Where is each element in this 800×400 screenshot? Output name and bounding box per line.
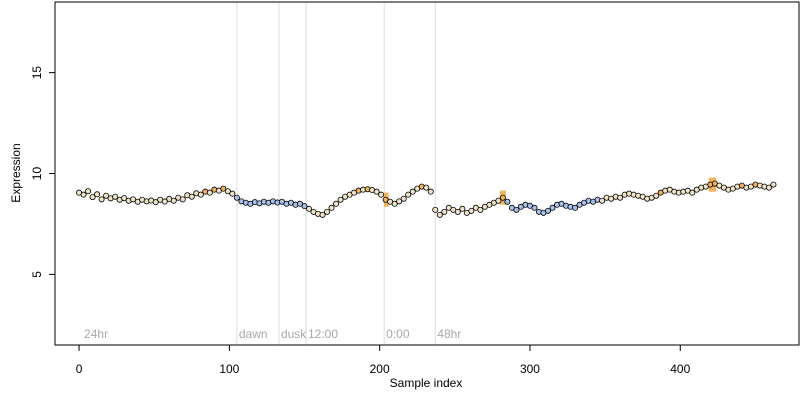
x-axis-title: Sample index: [390, 376, 463, 390]
data-point: [504, 198, 511, 205]
data-point: [513, 206, 520, 213]
data-point: [220, 185, 227, 192]
data-point: [152, 199, 159, 206]
data-point: [405, 191, 412, 198]
data-point: [89, 194, 96, 201]
data-point: [98, 196, 105, 203]
annotation-label: 12:00: [308, 327, 338, 341]
data-point: [328, 204, 335, 211]
data-point: [409, 188, 416, 195]
x-tick-label: 0: [76, 362, 83, 376]
data-point: [170, 197, 177, 204]
data-points: [76, 180, 777, 218]
y-tick-label: 10: [30, 167, 44, 181]
data-point: [499, 194, 506, 201]
data-point: [400, 195, 407, 202]
data-point: [197, 191, 204, 198]
data-point: [765, 184, 772, 191]
data-point: [188, 193, 195, 200]
data-point: [296, 200, 303, 207]
data-point: [324, 208, 331, 215]
annotation-label: dawn: [239, 327, 268, 341]
x-tick-label: 200: [370, 362, 390, 376]
data-point: [130, 196, 137, 203]
data-point: [436, 211, 443, 218]
annotation-lines: [236, 2, 436, 345]
y-tick-label: 15: [30, 66, 44, 80]
data-point: [572, 204, 579, 211]
data-point: [495, 197, 502, 204]
data-point: [617, 194, 624, 201]
data-point: [432, 206, 439, 213]
data-point: [653, 192, 660, 199]
x-axis: 0 100 200 300 400: [76, 344, 691, 376]
annotation-label: dusk: [281, 327, 307, 341]
data-point: [468, 207, 475, 214]
data-point: [319, 211, 326, 218]
data-point: [80, 191, 87, 198]
data-point: [121, 195, 128, 202]
y-axis: 5 10 15: [30, 66, 56, 278]
x-tick-label: 400: [670, 362, 690, 376]
data-point: [459, 205, 466, 212]
data-point: [337, 196, 344, 203]
plot-frame: [54, 1, 800, 346]
annotation-label: 24hr: [84, 327, 108, 341]
data-point: [85, 188, 92, 195]
data-point: [531, 204, 538, 211]
annotation-label: 0:00: [386, 327, 410, 341]
data-point: [224, 188, 231, 195]
data-point: [477, 206, 484, 213]
data-point: [112, 193, 119, 200]
annotation-labels: 24hr dawn dusk 12:00 0:00 48hr: [84, 327, 461, 341]
data-point: [333, 200, 340, 207]
data-point: [423, 184, 430, 191]
annotation-label: 48hr: [437, 327, 461, 341]
data-point: [301, 203, 308, 210]
data-point: [233, 194, 240, 201]
data-point: [103, 192, 110, 199]
x-tick-label: 100: [219, 362, 239, 376]
data-point: [544, 207, 551, 214]
data-point: [306, 205, 313, 212]
data-point: [599, 197, 606, 204]
data-point: [94, 191, 101, 198]
data-point: [391, 200, 398, 207]
data-point: [689, 189, 696, 196]
data-point: [441, 208, 448, 215]
x-tick-label: 300: [520, 362, 540, 376]
data-point: [378, 191, 385, 198]
data-point: [454, 208, 461, 215]
data-point: [206, 189, 213, 196]
y-axis-title: Expression: [9, 143, 23, 202]
data-point: [770, 181, 777, 188]
data-point: [229, 190, 236, 197]
data-point: [549, 204, 556, 211]
data-point: [179, 196, 186, 203]
y-tick-label: 5: [30, 271, 44, 278]
data-point: [396, 198, 403, 205]
data-point: [373, 188, 380, 195]
data-point: [161, 198, 168, 205]
data-point: [427, 188, 434, 195]
